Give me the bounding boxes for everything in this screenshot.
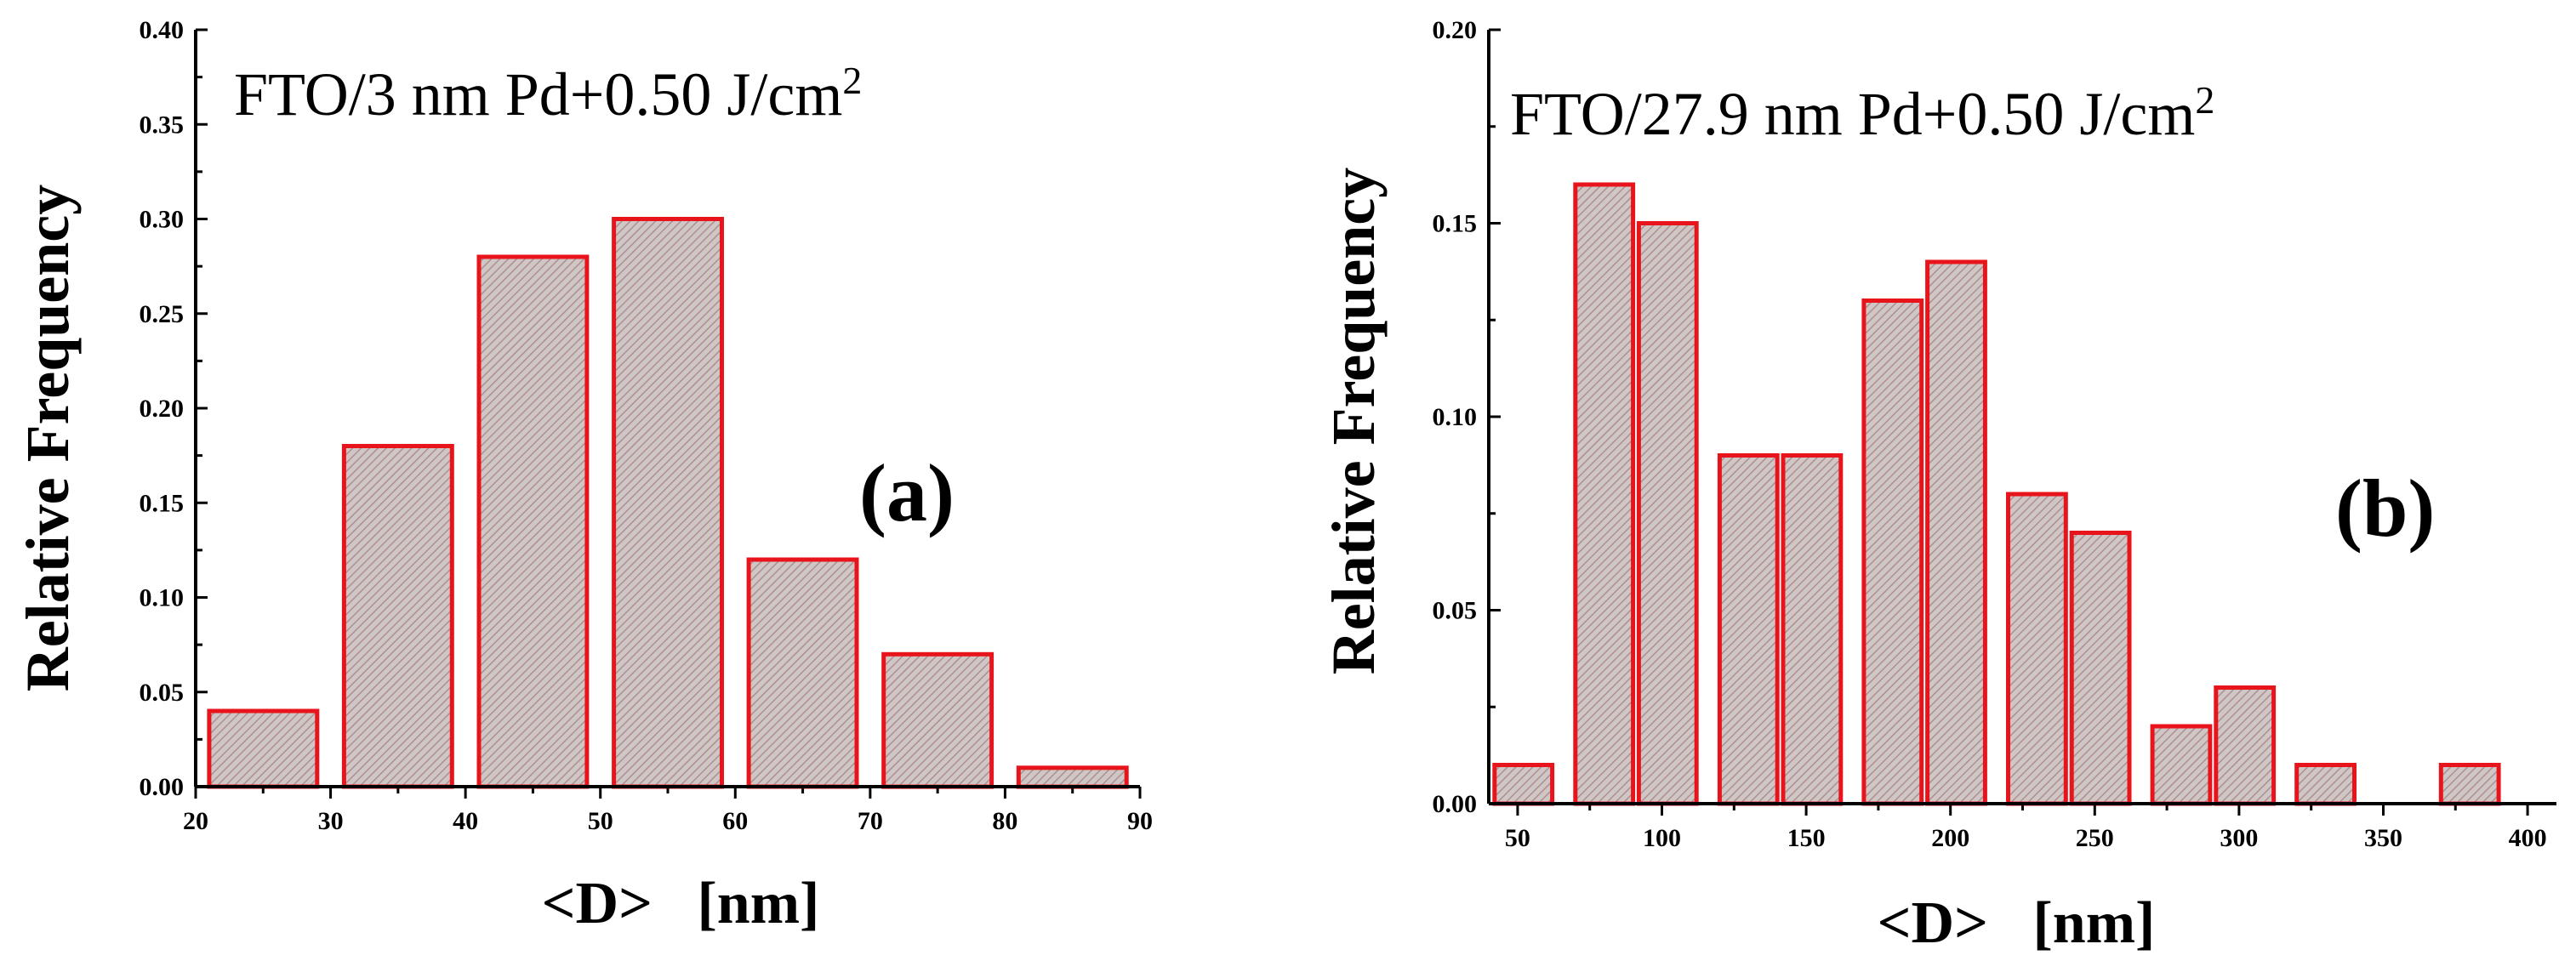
y-tick-label-a-1: 0.05	[140, 679, 185, 707]
y-ticks-a: 0.00 0.05 0.10 0.15 0.20 0.25 0.30 0.35 0.40	[140, 16, 208, 801]
bar-b-3	[1717, 453, 1780, 806]
x-axis-title-b: <D> [nm]	[1878, 890, 2156, 956]
y-tick-label-b-3: 0.15	[1433, 210, 1478, 238]
bar-b-1	[1573, 182, 1636, 806]
bar-b-2	[1636, 221, 1699, 806]
bar-b-12	[2438, 763, 2501, 806]
y-tick-label-a-7: 0.35	[140, 111, 185, 139]
bar-b-10	[2214, 685, 2277, 806]
x-tick-label-b-2: 150	[1787, 824, 1826, 852]
chart-panel-a: 0.00 0.05 0.10 0.15 0.20 0.25 0.30 0.35 0.40 20 3…	[14, 16, 1153, 936]
x-tick-label-a-6: 80	[992, 807, 1017, 835]
bars-b	[1492, 182, 2501, 806]
bar-a-2	[476, 254, 590, 789]
panel-label-a: (a)	[859, 447, 955, 538]
x-tick-label-b-7: 400	[2509, 824, 2547, 852]
y-tick-label-a-2: 0.10	[140, 584, 185, 612]
x-tick-label-b-5: 300	[2220, 824, 2258, 852]
y-tick-label-b-4: 0.20	[1433, 16, 1478, 44]
bar-a-3	[612, 217, 724, 789]
bar-a-4	[746, 557, 859, 789]
bars-a	[207, 217, 1129, 789]
y-axis-title-b: Relative Frequency	[1319, 168, 1388, 675]
x-tick-label-b-6: 350	[2364, 824, 2402, 852]
bar-b-4	[1781, 453, 1844, 806]
bar-a-1	[341, 444, 454, 789]
x-ticks-b: 50 100 150 200 250 300 350 400	[1505, 804, 2547, 852]
x-tick-label-a-3: 50	[588, 807, 613, 835]
bar-a-5	[881, 651, 994, 789]
y-tick-label-a-5: 0.25	[140, 300, 185, 328]
bar-b-5	[1861, 299, 1924, 806]
bar-b-9	[2150, 724, 2213, 806]
x-tick-label-b-4: 250	[2076, 824, 2114, 852]
x-tick-label-b-1: 100	[1643, 824, 1681, 852]
x-tick-label-b-3: 200	[1931, 824, 1969, 852]
y-tick-label-a-0: 0.00	[140, 773, 185, 801]
y-tick-label-a-8: 0.40	[140, 16, 185, 44]
bar-b-6	[1925, 259, 1987, 806]
bar-a-0	[207, 708, 320, 789]
chart-panel-b: 0.00 0.05 0.10 0.15 0.20 50 100 150 200 250 300 35…	[1319, 16, 2556, 956]
x-axis-title-a: <D> [nm]	[542, 871, 820, 936]
y-tick-label-b-0: 0.00	[1433, 790, 1478, 818]
x-ticks-a: 20 30 40 50 60 70 80 90	[183, 787, 1153, 835]
chart-title-b: FTO/27.9 nm Pd+0.50 J/cm2	[1510, 78, 2214, 149]
x-tick-label-a-1: 30	[318, 807, 344, 835]
x-tick-label-a-0: 20	[183, 807, 208, 835]
panel-label-b: (b)	[2335, 463, 2435, 554]
bar-a-6	[1016, 765, 1129, 789]
bar-b-8	[2069, 531, 2132, 806]
y-tick-label-a-3: 0.15	[140, 489, 185, 517]
x-tick-label-b-0: 50	[1505, 824, 1530, 852]
x-tick-label-a-4: 60	[722, 807, 748, 835]
x-tick-label-a-7: 90	[1127, 807, 1153, 835]
x-tick-label-a-5: 70	[858, 807, 883, 835]
bar-b-11	[2294, 763, 2357, 806]
y-tick-label-a-4: 0.20	[140, 395, 185, 423]
y-axis-title-a: Relative Frequency	[14, 185, 82, 692]
bar-b-0	[1492, 763, 1555, 806]
y-tick-label-b-2: 0.10	[1433, 403, 1478, 431]
y-tick-label-a-6: 0.30	[140, 206, 185, 234]
x-tick-label-a-2: 40	[453, 807, 478, 835]
y-ticks-b: 0.00 0.05 0.10 0.15 0.20	[1433, 16, 1501, 818]
chart-title-a: FTO/3 nm Pd+0.50 J/cm2	[234, 59, 862, 129]
bar-b-7	[2006, 492, 2068, 806]
y-tick-label-b-1: 0.05	[1433, 597, 1478, 625]
